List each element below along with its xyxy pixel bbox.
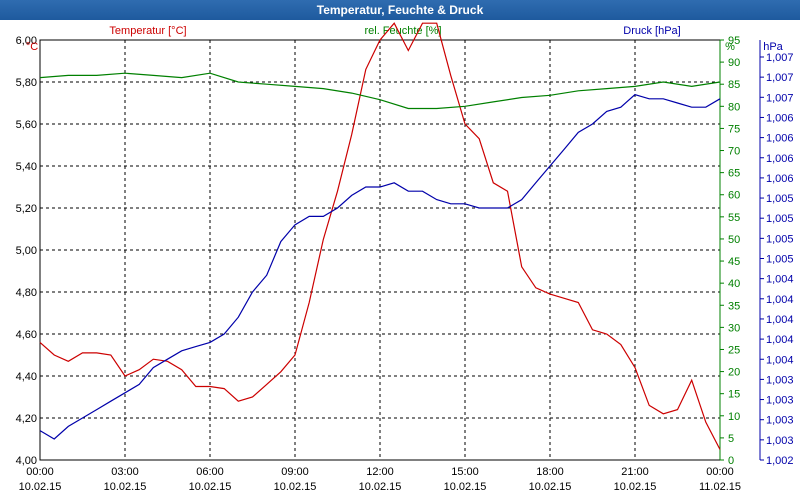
pressure-axis-tick-label: 1,005 [766, 233, 794, 245]
pressure-axis-tick-label: 1,006 [766, 173, 794, 185]
pressure-axis-tick-label: 1,003 [766, 374, 794, 386]
pressure-axis-tick-label: 1,004 [766, 314, 794, 326]
humidity-axis-tick-label: 25 [728, 344, 740, 356]
pressure-axis-tick-label: 1,006 [766, 112, 794, 124]
pressure-axis-tick-label: 1,005 [766, 254, 794, 266]
x-tick-date-label: 10.02.15 [444, 481, 487, 493]
left-axis-tick-label: 5,80 [16, 77, 37, 89]
pressure-axis-tick-label: 1,003 [766, 435, 794, 447]
humidity-axis-tick-label: 5 [728, 433, 734, 445]
x-tick-time-label: 06:00 [196, 466, 224, 478]
chart-svg: 00:00 10.02.15 03:00 10.02.15 06:00 10.02.15 0… [16, 22, 794, 493]
pressure-axis-tick-label: 1,006 [766, 153, 794, 165]
title-bar [0, 0, 800, 20]
humidity-axis-tick-label: 85 [728, 79, 740, 91]
x-tick-time-label: 18:00 [536, 466, 564, 478]
x-tick-time-label: 03:00 [111, 466, 139, 478]
left-axis-unit: °C [26, 41, 38, 53]
x-tick-date-label: 10.02.15 [19, 481, 62, 493]
humidity-axis-tick-label: 20 [728, 367, 740, 379]
humidity-axis-tick-label: 0 [728, 455, 734, 467]
left-axis-tick-label: 5,60 [16, 119, 37, 131]
legend-humidity: rel. Feuchte [%] [364, 25, 441, 37]
x-tick-date-label: 10.02.15 [274, 481, 317, 493]
x-tick-time-label: 21:00 [621, 466, 649, 478]
x-tick-date-label: 10.02.15 [359, 481, 402, 493]
humidity-axis-tick-label: 75 [728, 123, 740, 135]
pressure-axis-tick-label: 1,006 [766, 133, 794, 145]
humidity-axis-tick-label: 70 [728, 146, 740, 158]
humidity-axis-tick-label: 80 [728, 101, 740, 113]
pressure-axis-tick-label: 1,004 [766, 354, 794, 366]
left-axis-tick-label: 4,60 [16, 329, 37, 341]
pressure-axis-tick-label: 1,007 [766, 52, 794, 64]
left-axis-tick-label: 5,40 [16, 161, 37, 173]
left-axis-tick-label: 5,00 [16, 245, 37, 257]
x-tick-time-label: 00:00 [706, 466, 734, 478]
humidity-series-line [39, 72, 721, 110]
humidity-axis-tick-label: 10 [728, 411, 740, 423]
left-axis-tick-label: 4,80 [16, 287, 37, 299]
chart-title: Temperatur, Feuchte & Druck [316, 3, 484, 17]
pressure-axis-tick-label: 1,005 [766, 213, 794, 225]
pressure-axis-unit: hPa [763, 41, 783, 53]
left-axis-tick-label: 4,00 [16, 455, 37, 467]
pressure-axis-tick-label: 1,003 [766, 395, 794, 407]
pressure-axis-tick-label: 1,005 [766, 193, 794, 205]
pressure-axis-tick-label: 1,004 [766, 294, 794, 306]
x-tick-time-label: 00:00 [26, 466, 54, 478]
humidity-axis-unit: % [725, 41, 735, 53]
left-axis-tick-label: 6,00 [16, 35, 37, 47]
humidity-axis-tick-label: 35 [728, 300, 740, 312]
pressure-series-line [39, 93, 721, 440]
x-tick-date-label: 11.02.15 [699, 481, 741, 493]
humidity-axis-tick-label: 50 [728, 234, 740, 246]
pressure-axis-tick-label: 1,002 [766, 455, 794, 467]
x-tick-time-label: 15:00 [451, 466, 479, 478]
humidity-axis-tick-label: 55 [728, 212, 740, 224]
x-tick-time-label: 12:00 [366, 466, 394, 478]
pressure-axis-tick-label: 1,004 [766, 274, 794, 286]
left-axis-tick-label: 5,20 [16, 203, 37, 215]
humidity-axis-tick-label: 65 [728, 168, 740, 180]
humidity-axis-tick-label: 15 [728, 389, 740, 401]
temperature-series-line [39, 22, 721, 450]
x-tick-time-label: 09:00 [281, 466, 309, 478]
legend-pressure: Druck [hPa] [623, 25, 680, 37]
pressure-axis-tick-label: 1,007 [766, 92, 794, 104]
humidity-axis-tick-label: 40 [728, 278, 740, 290]
left-axis-tick-label: 4,20 [16, 413, 37, 425]
x-tick-date-label: 10.02.15 [189, 481, 232, 493]
x-tick-date-label: 10.02.15 [614, 481, 657, 493]
x-tick-date-label: 10.02.15 [529, 481, 572, 493]
legend-temperature: Temperatur [°C] [109, 25, 186, 37]
humidity-axis-tick-label: 30 [728, 322, 740, 334]
pressure-axis-tick-label: 1,003 [766, 415, 794, 427]
pressure-axis-tick-label: 1,007 [766, 72, 794, 84]
humidity-axis-tick-label: 90 [728, 57, 740, 69]
humidity-axis-tick-label: 60 [728, 190, 740, 202]
x-tick-date-label: 10.02.15 [104, 481, 147, 493]
pressure-axis-tick-label: 1,004 [766, 334, 794, 346]
left-axis-tick-label: 4,40 [16, 371, 37, 383]
humidity-axis-tick-label: 45 [728, 256, 740, 268]
humidity-axis-tick-label: 95 [728, 35, 740, 47]
